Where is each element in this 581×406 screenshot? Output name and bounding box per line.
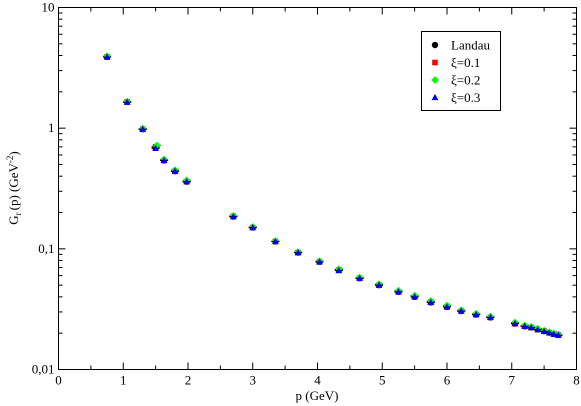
data-point bbox=[457, 307, 465, 314]
y-axis-label-main: G bbox=[6, 215, 21, 224]
data-point bbox=[356, 274, 363, 281]
data-point bbox=[443, 303, 451, 310]
data-point bbox=[527, 324, 535, 331]
data-point bbox=[103, 53, 111, 60]
y-axis-label-mid: (p) (GeV bbox=[6, 162, 21, 210]
x-tick-label: 1 bbox=[120, 373, 127, 388]
data-point bbox=[395, 288, 402, 295]
y-axis-label-sub: r bbox=[13, 212, 23, 215]
data-point bbox=[123, 98, 131, 105]
legend-marker bbox=[431, 41, 439, 49]
legend-marker bbox=[431, 76, 439, 84]
data-point bbox=[294, 249, 302, 256]
y-axis-label-sup: -2 bbox=[5, 156, 15, 164]
data-point bbox=[160, 156, 168, 164]
series-3 bbox=[103, 53, 563, 338]
tick-labels: 0 1 2 3 4 5 6 7 8 0,01 0,1 1 10 bbox=[32, 0, 580, 388]
data-point bbox=[171, 167, 179, 174]
data-point bbox=[316, 258, 323, 265]
data-point bbox=[472, 311, 480, 318]
legend-label: Landau bbox=[451, 38, 490, 53]
y-axis-label: Gr (p) (GeV-2) bbox=[5, 151, 23, 225]
x-tick-label: 3 bbox=[250, 373, 257, 388]
data-point bbox=[511, 320, 519, 327]
legend: Landau ξ=0.1 ξ=0.2 ξ=0.3 bbox=[421, 31, 501, 111]
legend-entries: Landau ξ=0.1 ξ=0.2 ξ=0.3 bbox=[431, 38, 490, 105]
data-point bbox=[153, 141, 161, 150]
data-point bbox=[335, 267, 343, 274]
data-point bbox=[554, 331, 562, 338]
legend-label: ξ=0.3 bbox=[451, 90, 480, 105]
data-point bbox=[375, 281, 383, 288]
legend-label: ξ=0.2 bbox=[451, 73, 480, 88]
data-point bbox=[534, 326, 542, 333]
x-tick-label: 0 bbox=[55, 373, 62, 388]
data-point bbox=[521, 322, 529, 329]
data-point bbox=[272, 237, 279, 245]
y-axis-label-end: ) bbox=[6, 151, 21, 155]
data-point bbox=[152, 144, 160, 151]
y-tick-label: 1 bbox=[48, 120, 55, 135]
y-tick-label: 0,01 bbox=[32, 362, 55, 377]
x-tick-label: 5 bbox=[379, 373, 386, 388]
svg-text:Gr(p) (GeV-2): Gr (p) (GeV-2) bbox=[5, 151, 23, 225]
legend-marker bbox=[432, 59, 438, 66]
data-point bbox=[249, 223, 257, 231]
axis-ticks bbox=[58, 7, 577, 370]
data-point bbox=[183, 178, 191, 185]
y-tick-label: 0,1 bbox=[38, 241, 54, 256]
data-points bbox=[103, 52, 563, 339]
x-axis-label: p (GeV) bbox=[296, 388, 339, 403]
data-point bbox=[229, 212, 237, 220]
legend-marker bbox=[431, 93, 439, 101]
data-point bbox=[139, 125, 147, 132]
x-tick-label: 7 bbox=[509, 373, 516, 388]
data-point bbox=[411, 293, 419, 300]
y-tick-label: 10 bbox=[42, 0, 55, 15]
x-tick-label: 6 bbox=[444, 373, 451, 388]
data-point bbox=[486, 313, 494, 321]
x-tick-label: 8 bbox=[573, 373, 580, 388]
x-tick-label: 2 bbox=[185, 373, 192, 388]
legend-label: ξ=0.1 bbox=[451, 55, 480, 70]
data-point bbox=[427, 298, 435, 305]
x-tick-label: 4 bbox=[314, 373, 321, 388]
